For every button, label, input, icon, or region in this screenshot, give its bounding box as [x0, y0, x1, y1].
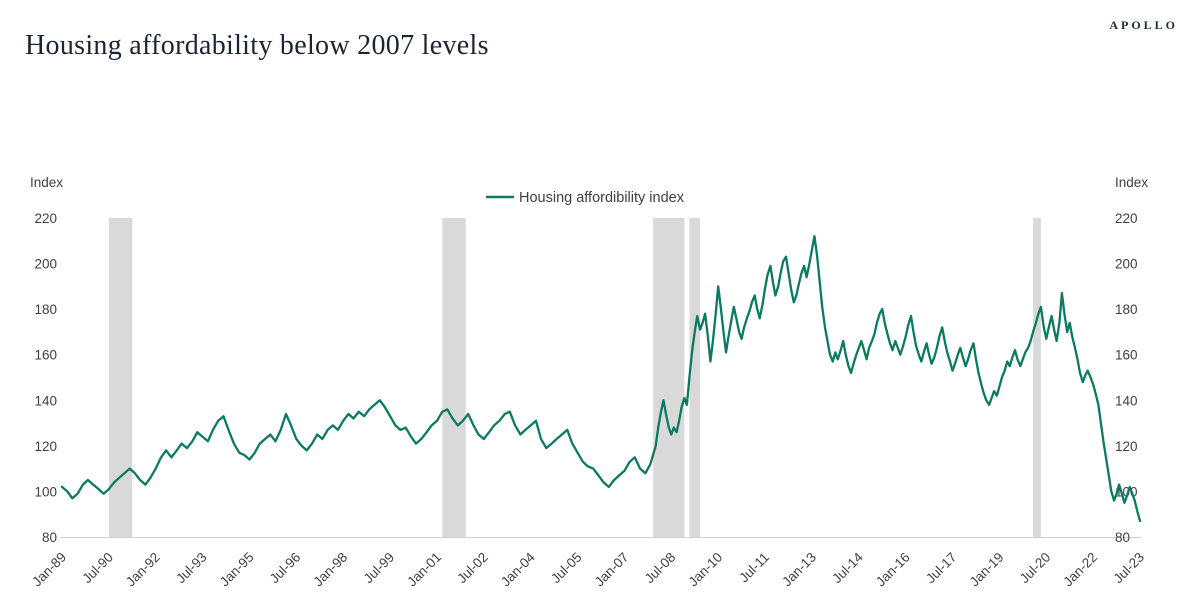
y-tick-label-left: 220 — [34, 211, 57, 226]
x-tick-label: Jan-92 — [123, 550, 163, 590]
recession-band — [442, 218, 465, 537]
x-tick-label: Jan-89 — [29, 550, 69, 590]
x-tick-label: Jan-01 — [404, 550, 444, 590]
series-line — [62, 236, 1140, 521]
x-tick-label: Jan-04 — [498, 549, 538, 589]
x-tick-label: Jul-23 — [1111, 550, 1148, 587]
x-tick-label: Jan-22 — [1060, 550, 1100, 590]
x-tick-label: Jan-95 — [217, 550, 257, 590]
recession-band — [689, 218, 700, 537]
y-tick-label-right: 180 — [1115, 302, 1138, 317]
x-tick-label: Jul-17 — [923, 550, 960, 587]
chart-page: Housing affordability below 2007 levels … — [0, 0, 1200, 608]
legend-label: Housing affordibility index — [519, 190, 685, 206]
housing-affordability-chart: 8080100100120120140140160160180180200200… — [0, 0, 1200, 608]
x-tick-label: Jul-05 — [548, 550, 585, 587]
y-tick-label-right: 200 — [1115, 257, 1138, 272]
x-tick-label: Jan-98 — [311, 550, 351, 590]
y-tick-label-right: 80 — [1115, 530, 1130, 545]
x-tick-label: Jul-90 — [79, 550, 116, 587]
y-tick-label-left: 200 — [34, 257, 57, 272]
y-tick-label-right: 220 — [1115, 211, 1138, 226]
x-tick-label: Jul-08 — [642, 550, 679, 587]
x-tick-label: Jan-13 — [779, 550, 819, 590]
x-tick-label: Jan-19 — [967, 550, 1007, 590]
y-tick-label-left: 160 — [34, 348, 57, 363]
recession-band — [109, 218, 132, 537]
x-tick-label: Jan-10 — [686, 550, 726, 590]
y-tick-label-left: 180 — [34, 302, 57, 317]
x-tick-label: Jul-11 — [736, 550, 772, 586]
x-tick-label: Jan-16 — [873, 550, 913, 590]
recession-band — [653, 218, 684, 537]
x-tick-label: Jul-93 — [173, 550, 210, 587]
y-axis-unit-left: Index — [30, 175, 63, 190]
x-tick-label: Jul-20 — [1017, 550, 1054, 587]
x-tick-label: Jul-99 — [361, 550, 398, 587]
y-tick-label-left: 80 — [42, 530, 57, 545]
y-tick-label-right: 140 — [1115, 393, 1138, 408]
y-tick-label-right: 160 — [1115, 348, 1138, 363]
x-tick-label: Jul-02 — [454, 550, 491, 587]
x-tick-label: Jul-96 — [267, 550, 304, 587]
y-tick-label-left: 120 — [34, 439, 57, 454]
recession-band — [1033, 218, 1041, 537]
y-tick-label-left: 100 — [34, 484, 57, 499]
y-axis-unit-right: Index — [1115, 175, 1148, 190]
y-tick-label-right: 120 — [1115, 439, 1138, 454]
y-tick-label-left: 140 — [34, 393, 57, 408]
x-tick-label: Jan-07 — [592, 550, 632, 590]
x-tick-label: Jul-14 — [829, 549, 866, 586]
